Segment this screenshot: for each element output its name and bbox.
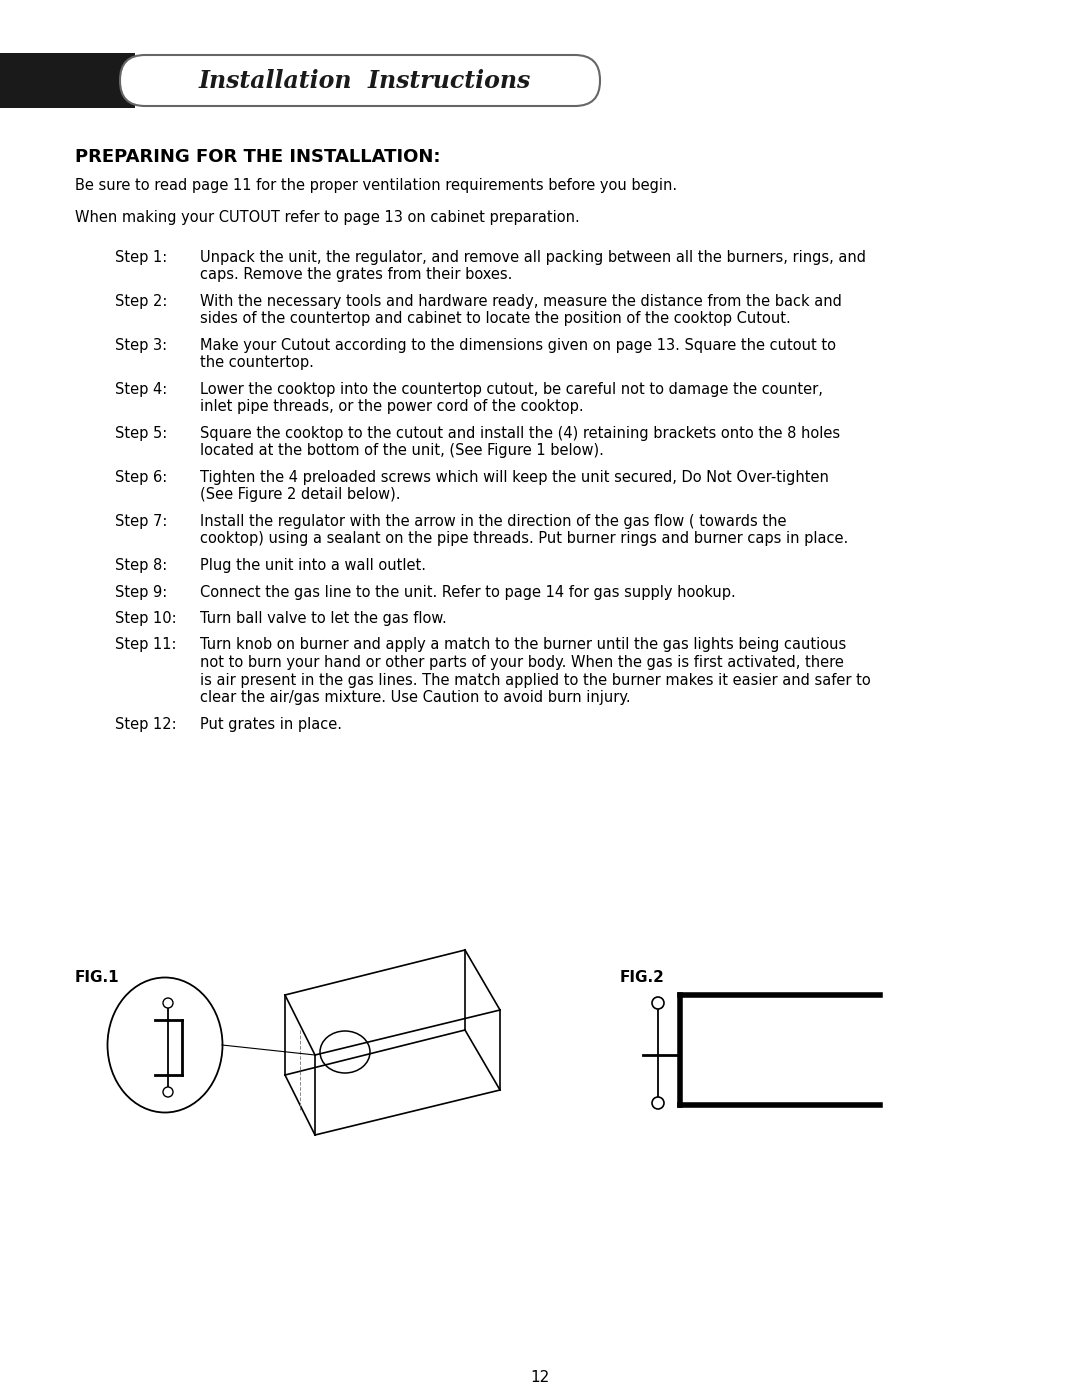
- Text: is air present in the gas lines. The match applied to the burner makes it easier: is air present in the gas lines. The mat…: [200, 672, 870, 687]
- Text: located at the bottom of the unit, (See Figure 1 below).: located at the bottom of the unit, (See …: [200, 443, 604, 458]
- Text: Step 2:: Step 2:: [114, 293, 167, 309]
- Text: FIG.1: FIG.1: [75, 970, 120, 985]
- Text: caps. Remove the grates from their boxes.: caps. Remove the grates from their boxes…: [200, 267, 512, 282]
- Circle shape: [163, 1087, 173, 1097]
- Text: (See Figure 2 detail below).: (See Figure 2 detail below).: [200, 488, 401, 503]
- FancyBboxPatch shape: [120, 54, 600, 106]
- Text: Put grates in place.: Put grates in place.: [200, 717, 342, 732]
- Text: Step 9:: Step 9:: [114, 584, 167, 599]
- Text: Turn ball valve to let the gas flow.: Turn ball valve to let the gas flow.: [200, 610, 447, 626]
- Text: Connect the gas line to the unit. Refer to page 14 for gas supply hookup.: Connect the gas line to the unit. Refer …: [200, 584, 735, 599]
- Text: Install the regulator with the arrow in the direction of the gas flow ( towards : Install the regulator with the arrow in …: [200, 514, 786, 529]
- Bar: [0, 53, 135, 108]
- Text: Turn knob on burner and apply a match to the burner until the gas lights being c: Turn knob on burner and apply a match to…: [200, 637, 847, 652]
- Text: Installation  Instructions: Installation Instructions: [199, 68, 531, 94]
- Text: Step 6:: Step 6:: [114, 469, 167, 485]
- Text: Step 11:: Step 11:: [114, 637, 176, 652]
- Text: Step 5:: Step 5:: [114, 426, 167, 441]
- Circle shape: [652, 1097, 664, 1109]
- Text: Step 7:: Step 7:: [114, 514, 167, 529]
- Text: clear the air/gas mixture. Use Caution to avoid burn injury.: clear the air/gas mixture. Use Caution t…: [200, 690, 631, 705]
- Text: Step 10:: Step 10:: [114, 610, 177, 626]
- Text: FIG.2: FIG.2: [620, 970, 665, 985]
- Text: Step 3:: Step 3:: [114, 338, 167, 353]
- Text: not to burn your hand or other parts of your body. When the gas is first activat: not to burn your hand or other parts of …: [200, 655, 843, 671]
- Text: Tighten the 4 preloaded screws which will keep the unit secured, Do Not Over-tig: Tighten the 4 preloaded screws which wil…: [200, 469, 828, 485]
- Text: PREPARING FOR THE INSTALLATION:: PREPARING FOR THE INSTALLATION:: [75, 148, 441, 166]
- Text: Lower the cooktop into the countertop cutout, be careful not to damage the count: Lower the cooktop into the countertop cu…: [200, 381, 823, 397]
- Text: Step 1:: Step 1:: [114, 250, 167, 265]
- Text: Be sure to read page 11 for the proper ventilation requirements before you begin: Be sure to read page 11 for the proper v…: [75, 177, 677, 193]
- Text: the countertop.: the countertop.: [200, 355, 314, 370]
- Circle shape: [652, 997, 664, 1009]
- Text: Make your Cutout according to the dimensions given on page 13. Square the cutout: Make your Cutout according to the dimens…: [200, 338, 836, 353]
- Text: Square the cooktop to the cutout and install the (4) retaining brackets onto the: Square the cooktop to the cutout and ins…: [200, 426, 840, 441]
- Text: Plug the unit into a wall outlet.: Plug the unit into a wall outlet.: [200, 557, 426, 573]
- Circle shape: [163, 997, 173, 1009]
- Text: Step 12:: Step 12:: [114, 717, 177, 732]
- Text: sides of the countertop and cabinet to locate the position of the cooktop Cutout: sides of the countertop and cabinet to l…: [200, 312, 791, 327]
- Text: inlet pipe threads, or the power cord of the cooktop.: inlet pipe threads, or the power cord of…: [200, 400, 583, 415]
- Text: When making your CUTOUT refer to page 13 on cabinet preparation.: When making your CUTOUT refer to page 13…: [75, 210, 580, 225]
- Text: cooktop) using a sealant on the pipe threads. Put burner rings and burner caps i: cooktop) using a sealant on the pipe thr…: [200, 531, 848, 546]
- Text: Step 8:: Step 8:: [114, 557, 167, 573]
- Text: With the necessary tools and hardware ready, measure the distance from the back : With the necessary tools and hardware re…: [200, 293, 842, 309]
- Text: 12: 12: [530, 1370, 550, 1384]
- Text: Step 4:: Step 4:: [114, 381, 167, 397]
- Text: Unpack the unit, the regulator, and remove all packing between all the burners, : Unpack the unit, the regulator, and remo…: [200, 250, 866, 265]
